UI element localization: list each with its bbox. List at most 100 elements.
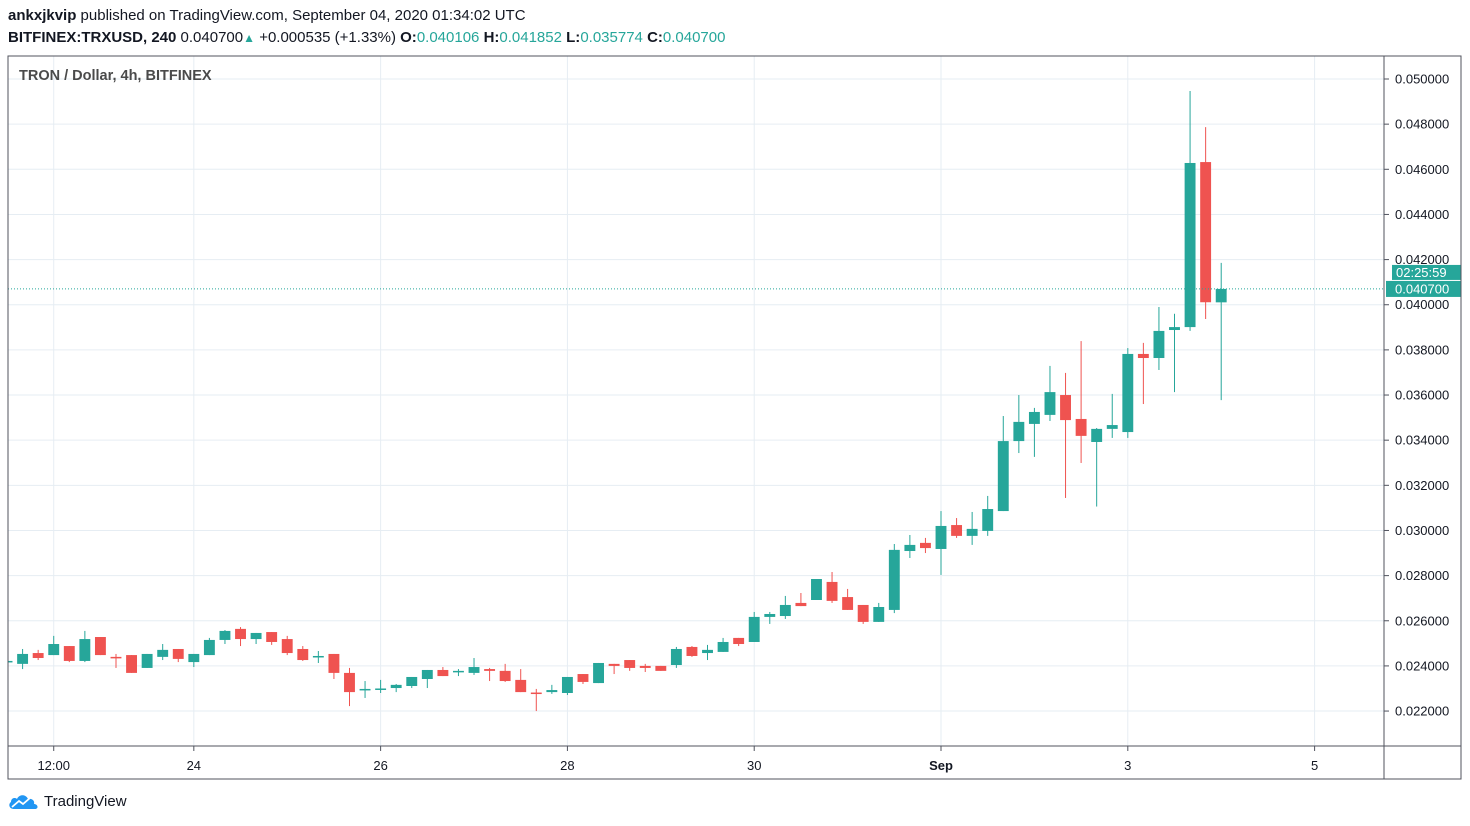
candle-up bbox=[359, 681, 371, 698]
candle-body bbox=[1215, 288, 1227, 303]
candle-down bbox=[857, 604, 869, 624]
close-value: 0.040700 bbox=[662, 29, 726, 46]
candle-body bbox=[172, 648, 184, 659]
candle-body bbox=[811, 579, 822, 600]
candle-body bbox=[1169, 327, 1180, 331]
candle-down bbox=[1200, 127, 1212, 319]
candle-body bbox=[266, 632, 278, 642]
candle-down bbox=[655, 665, 667, 671]
candle-down bbox=[608, 663, 620, 675]
candle-down bbox=[32, 649, 44, 661]
candle-down bbox=[842, 588, 854, 610]
candle-body bbox=[344, 672, 355, 693]
candle-up bbox=[1122, 348, 1134, 438]
candle-body bbox=[1106, 425, 1118, 429]
author-name[interactable]: ankxjkvip bbox=[8, 7, 77, 24]
candle-down bbox=[94, 637, 106, 656]
candle-up bbox=[888, 544, 900, 614]
candle-down bbox=[499, 663, 511, 682]
candle-up bbox=[157, 644, 169, 661]
candle-body bbox=[79, 639, 91, 661]
candle-up bbox=[48, 635, 60, 656]
candle-body bbox=[561, 676, 573, 693]
candle-body bbox=[250, 632, 262, 640]
candle-body bbox=[639, 665, 651, 668]
candle-body bbox=[312, 655, 324, 658]
candle-up bbox=[966, 511, 978, 545]
candle-body bbox=[935, 525, 947, 549]
candle-body bbox=[686, 646, 698, 656]
candle-body bbox=[608, 663, 620, 666]
candle-body bbox=[1060, 395, 1071, 421]
candle-body bbox=[842, 597, 854, 610]
candle-up bbox=[312, 651, 324, 663]
price-change: +0.000535 (+1.33%) bbox=[259, 29, 396, 46]
candle-body bbox=[733, 637, 745, 645]
candle-body bbox=[8, 660, 13, 663]
tradingview-logo[interactable]: TradingView bbox=[8, 792, 127, 810]
countdown-badge bbox=[1392, 264, 1461, 280]
candle-body bbox=[857, 604, 869, 622]
open-label: O: bbox=[400, 29, 417, 46]
candle-body bbox=[795, 602, 807, 607]
candle-up bbox=[453, 669, 464, 677]
low-value: 0.035774 bbox=[580, 29, 643, 46]
candle-down bbox=[826, 572, 838, 603]
candle-down bbox=[126, 655, 138, 673]
time-tick-label: Sep bbox=[929, 758, 953, 773]
candle-up bbox=[17, 648, 29, 670]
candle-body bbox=[17, 653, 29, 664]
time-tick-label: 12:00 bbox=[37, 758, 70, 773]
candle-down bbox=[172, 648, 184, 663]
candle-down bbox=[266, 632, 278, 645]
candle-body bbox=[717, 641, 729, 652]
candle-up bbox=[811, 579, 822, 600]
price-tick-label: 0.022000 bbox=[1395, 704, 1449, 719]
candle-body bbox=[1028, 411, 1040, 424]
candle-down bbox=[328, 653, 340, 680]
candle-up bbox=[1184, 90, 1196, 331]
candle-up bbox=[406, 676, 418, 689]
candle-body bbox=[546, 690, 558, 693]
candle-body bbox=[141, 653, 153, 668]
candle-body bbox=[873, 606, 885, 622]
price-tick-label: 0.036000 bbox=[1395, 388, 1449, 403]
price-tick-label: 0.042000 bbox=[1395, 252, 1449, 267]
price-tick-label: 0.044000 bbox=[1395, 207, 1449, 222]
candle-up bbox=[141, 653, 153, 668]
candle-body bbox=[1200, 162, 1212, 303]
price-tick-label: 0.048000 bbox=[1395, 117, 1449, 132]
low-label: L: bbox=[566, 29, 581, 46]
candle-down bbox=[235, 627, 246, 647]
candle-up bbox=[764, 611, 776, 624]
symbol-name: BITFINEX:TRXUSD, 240 bbox=[8, 29, 177, 46]
time-tick-label: 30 bbox=[747, 758, 761, 773]
candle-down bbox=[577, 674, 589, 684]
candle-body bbox=[126, 655, 138, 673]
candle-body bbox=[499, 670, 511, 682]
candle-up bbox=[468, 658, 480, 675]
candle-body bbox=[406, 676, 418, 686]
candle-body bbox=[219, 630, 231, 640]
price-tick-label: 0.028000 bbox=[1395, 568, 1449, 583]
publish-info: ankxjkvip published on TradingView.com, … bbox=[8, 7, 526, 24]
candle-body bbox=[702, 649, 713, 654]
candle-body bbox=[577, 674, 589, 682]
candle-body bbox=[655, 665, 667, 671]
candle-body bbox=[1044, 392, 1056, 415]
candle-up bbox=[8, 660, 13, 663]
candle-body bbox=[32, 653, 44, 659]
price-tick-label: 0.024000 bbox=[1395, 658, 1449, 673]
candle-body bbox=[390, 684, 402, 689]
candle-down bbox=[919, 537, 931, 554]
candle-body bbox=[281, 639, 293, 654]
candle-body bbox=[1137, 353, 1149, 359]
candle-up bbox=[1044, 365, 1056, 421]
candle-down bbox=[63, 646, 75, 663]
candle-down bbox=[297, 646, 309, 661]
last-price-badge-label: 0.040700 bbox=[1395, 281, 1449, 296]
candle-up bbox=[873, 602, 885, 622]
candle-body bbox=[748, 616, 760, 642]
price-tick-label: 0.050000 bbox=[1395, 72, 1449, 87]
